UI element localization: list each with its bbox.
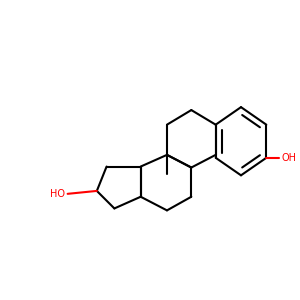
Text: HO: HO xyxy=(50,189,65,199)
Text: OH: OH xyxy=(282,153,297,163)
